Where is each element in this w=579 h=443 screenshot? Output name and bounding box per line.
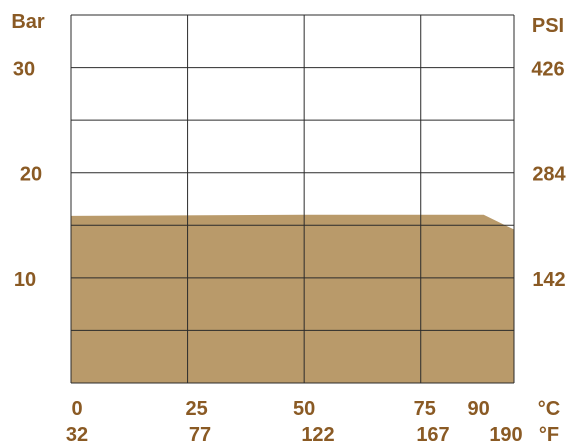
y-tick-bar-30: 30	[13, 59, 35, 81]
x-tick-c-25: 25	[185, 398, 207, 420]
x-unit-fahrenheit: °F	[539, 424, 559, 443]
x-tick-f-167: 167	[416, 424, 449, 443]
x-tick-c-90: 90	[468, 398, 490, 420]
x-tick-f-122: 122	[301, 424, 334, 443]
x-unit-celsius: °C	[538, 398, 560, 420]
y-tick-bar-20: 20	[20, 164, 42, 186]
x-tick-f-190: 190	[489, 424, 522, 443]
x-tick-f-77: 77	[189, 424, 211, 443]
right-axis-unit: PSI	[532, 15, 564, 37]
pressure-area	[71, 214, 514, 383]
x-tick-c-50: 50	[293, 398, 315, 420]
y-tick-psi-426: 426	[531, 59, 564, 81]
x-tick-f-32: 32	[66, 424, 88, 443]
x-tick-c-0: 0	[71, 398, 82, 420]
y-tick-psi-142: 142	[532, 269, 565, 291]
x-tick-c-75: 75	[414, 398, 436, 420]
left-axis-unit: Bar	[11, 11, 45, 33]
y-tick-bar-10: 10	[14, 269, 36, 291]
y-tick-psi-284: 284	[532, 164, 566, 186]
